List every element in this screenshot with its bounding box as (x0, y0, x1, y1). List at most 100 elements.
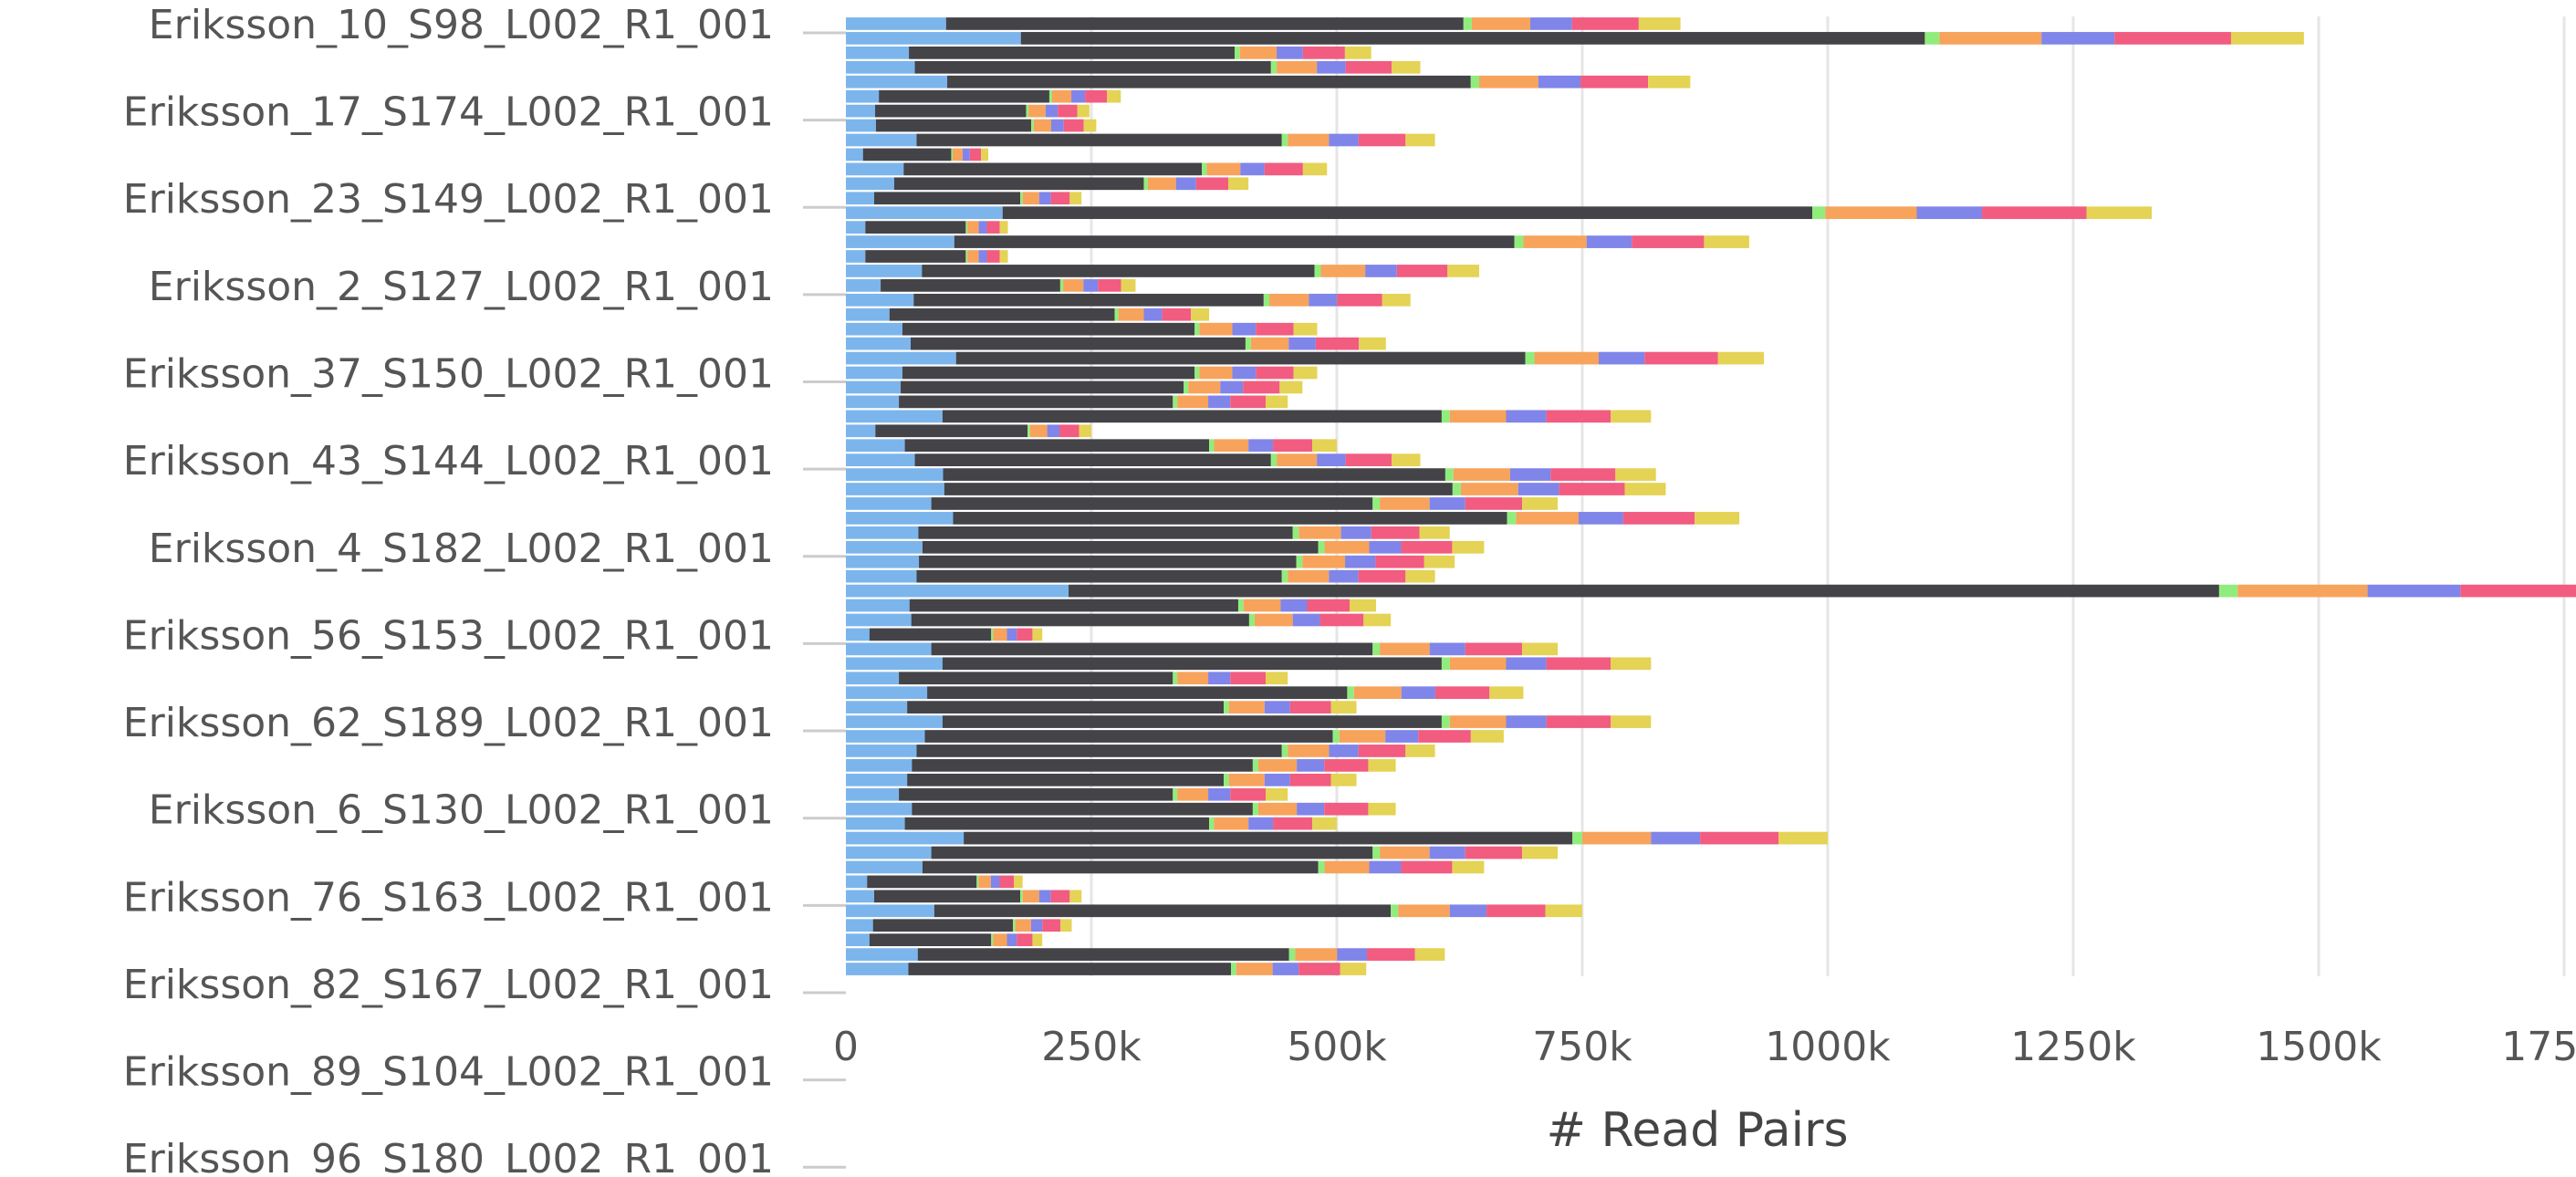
bar-24-segment-6 (1293, 366, 1318, 380)
bar-8-segment-0 (846, 133, 917, 147)
bar-44 (846, 657, 1652, 671)
bar-57 (846, 846, 1559, 859)
bar-28-segment-1 (875, 424, 1028, 438)
bar-51 (846, 759, 1396, 772)
category-label-7: Eriksson_56_S153_L002_R1_001 (123, 612, 774, 659)
bar-48-segment-3 (1449, 715, 1507, 728)
bar-19-segment-0 (846, 293, 914, 307)
bar-49-segment-0 (846, 730, 925, 743)
bar-32-segment-5 (1559, 483, 1625, 495)
bar-35-segment-2 (1292, 526, 1299, 539)
bar-60-segment-1 (873, 890, 1021, 903)
bar-42-segment-6 (1032, 628, 1043, 641)
bar-42-segment-3 (993, 628, 1007, 641)
bar-0-segment-0 (846, 17, 946, 30)
bar-57-segment-3 (1380, 846, 1430, 859)
bar-31-segment-0 (846, 468, 944, 481)
bar-7-segment-6 (1083, 119, 1097, 132)
bar-37-segment-0 (846, 555, 920, 568)
bar-33-segment-2 (1372, 497, 1381, 510)
bar-18-segment-4 (1083, 279, 1099, 292)
bar-7-segment-4 (1050, 119, 1064, 132)
bar-21-segment-1 (902, 322, 1195, 336)
bar-25-segment-3 (1188, 380, 1221, 394)
bar-4-segment-6 (1648, 75, 1691, 89)
bar-59-segment-3 (978, 875, 991, 889)
bar-11-segment-0 (846, 177, 894, 191)
bar-48-segment-2 (1441, 715, 1450, 728)
bar-62-segment-0 (846, 919, 873, 932)
bar-41-segment-1 (911, 613, 1249, 627)
bar-62 (846, 919, 1072, 932)
bar-19-segment-6 (1382, 293, 1411, 307)
bar-22 (846, 337, 1386, 350)
bar-55-segment-2 (1209, 817, 1215, 830)
bar-31-segment-4 (1509, 468, 1551, 481)
bar-65 (846, 963, 1367, 975)
bar-29 (846, 439, 1337, 453)
bar-52-segment-6 (1330, 773, 1357, 786)
bar-33-segment-5 (1465, 497, 1523, 510)
bar-14-segment-0 (846, 221, 866, 234)
bar-15-segment-0 (846, 235, 954, 248)
bar-23-segment-0 (846, 351, 956, 365)
bar-50-segment-6 (1405, 745, 1435, 757)
bar-53-segment-4 (1208, 787, 1231, 801)
bar-3-segment-6 (1391, 60, 1421, 74)
category-axis: Eriksson_10_S98_L002_R1_001 Eriksson_17_S… (123, 2, 846, 1177)
category-label-12: Eriksson_89_S104_L002_R1_001 (123, 1049, 774, 1096)
bar-37-segment-5 (1375, 555, 1424, 568)
bar-65-segment-3 (1236, 963, 1273, 975)
bar-38-segment-4 (1329, 569, 1359, 583)
bar-52-segment-1 (907, 773, 1225, 786)
bar-17-segment-5 (1396, 265, 1448, 277)
bar-61-segment-2 (1391, 904, 1399, 918)
bar-5-segment-0 (846, 89, 880, 103)
bar-32 (846, 483, 1666, 495)
bar-37-segment-1 (919, 555, 1297, 568)
bar-39-segment-3 (2237, 584, 2368, 598)
bar-34-segment-2 (1507, 512, 1517, 525)
bar-10-segment-6 (1302, 162, 1328, 176)
bar-64-segment-0 (846, 948, 918, 961)
bar-6-segment-5 (1058, 104, 1078, 118)
bar-40-segment-1 (909, 599, 1238, 612)
bar-14-segment-5 (986, 221, 1000, 234)
bar-25-segment-6 (1279, 380, 1303, 394)
bar-57-segment-6 (1522, 846, 1559, 859)
bar-51-segment-1 (912, 759, 1253, 772)
bar-46-segment-6 (1489, 686, 1524, 700)
bar-48 (846, 715, 1652, 728)
bar-54-segment-4 (1297, 802, 1325, 816)
bar-61-segment-5 (1486, 904, 1546, 918)
bar-22-segment-4 (1288, 337, 1316, 350)
bar-15-segment-1 (954, 235, 1515, 248)
bar-49-segment-6 (1470, 730, 1504, 743)
bar-54-segment-5 (1324, 802, 1369, 816)
bar-44-segment-1 (942, 657, 1442, 671)
bar-26-segment-2 (1173, 395, 1178, 409)
bar-25-segment-2 (1184, 380, 1189, 394)
bar-58-segment-0 (846, 860, 923, 874)
bar-24-segment-4 (1232, 366, 1257, 380)
bar-13-segment-0 (846, 206, 1003, 220)
bar-29-segment-4 (1248, 439, 1274, 453)
bar-60-segment-5 (1050, 890, 1070, 903)
bar-47-segment-6 (1330, 701, 1357, 713)
bar-21 (846, 322, 1318, 336)
bar-33 (846, 497, 1559, 510)
bar-8-segment-6 (1405, 133, 1435, 147)
bar-10-segment-0 (846, 162, 904, 176)
bar-59-segment-6 (1013, 875, 1023, 889)
bar-13-segment-3 (1825, 206, 1917, 220)
bar-38-segment-6 (1405, 569, 1435, 583)
bar-57-segment-0 (846, 846, 932, 859)
bar-23-segment-1 (955, 351, 1526, 365)
bar-23-segment-3 (1534, 351, 1599, 365)
bar-24-segment-1 (902, 366, 1195, 380)
bar-26-segment-4 (1208, 395, 1231, 409)
bar-24-segment-3 (1199, 366, 1233, 380)
bar-42 (846, 628, 1043, 641)
